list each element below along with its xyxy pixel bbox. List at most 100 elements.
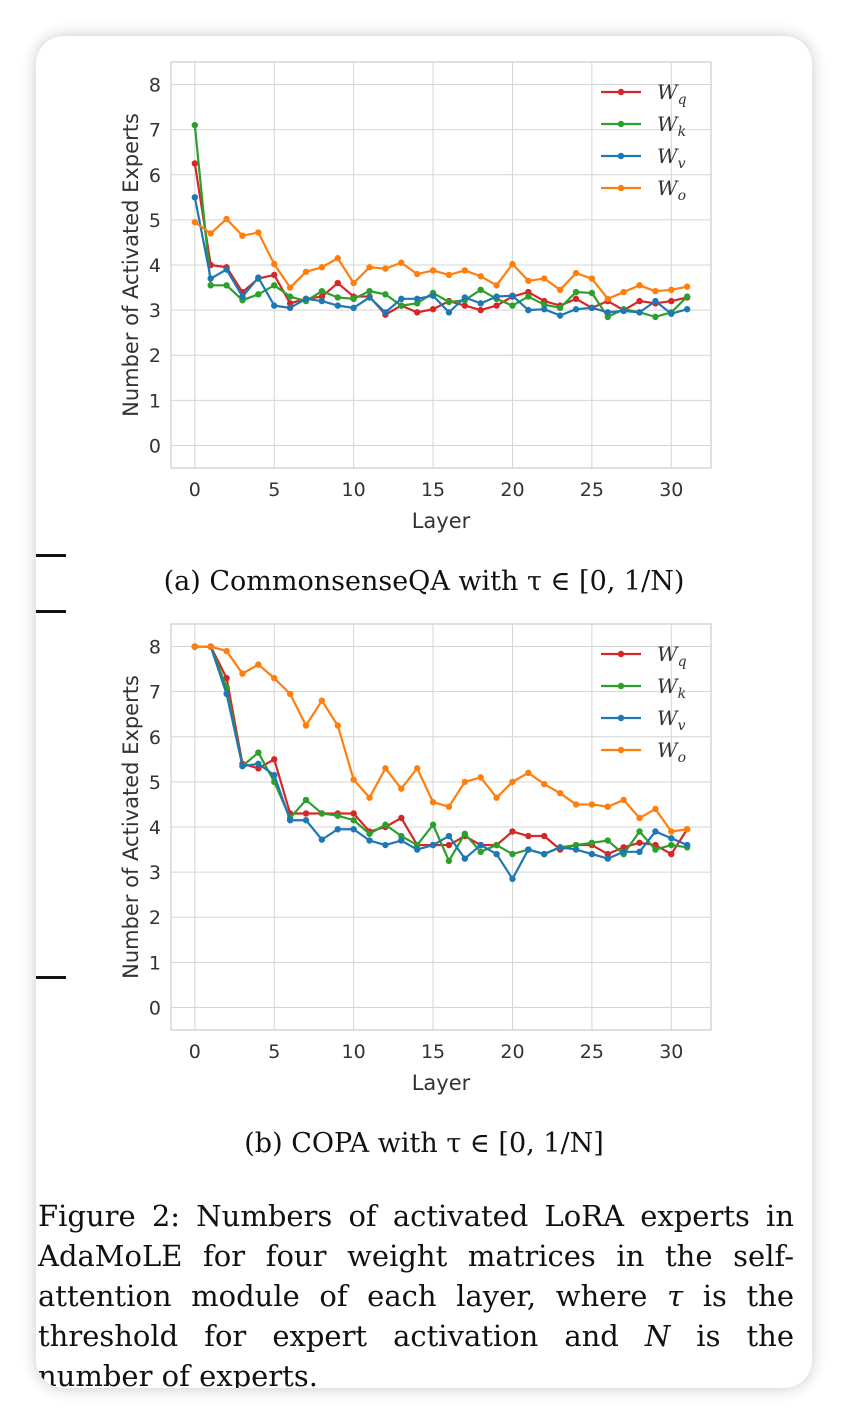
data-point-v xyxy=(207,275,214,282)
data-point-k xyxy=(525,293,532,300)
data-point-o xyxy=(572,801,580,808)
legend-label-subscript: o xyxy=(678,750,686,766)
data-point-v xyxy=(445,309,453,316)
data-point-o xyxy=(588,801,596,808)
data-point-k xyxy=(366,830,373,837)
data-point-q xyxy=(398,814,405,822)
data-point-o xyxy=(271,674,278,682)
legend-marker-k xyxy=(617,120,625,128)
data-point-v xyxy=(191,194,199,201)
legend-label-k: Wk xyxy=(657,674,686,702)
data-point-k xyxy=(318,287,326,295)
data-point-o xyxy=(525,769,532,777)
legend-label-v: Wv xyxy=(657,706,686,734)
x-tick-label: 10 xyxy=(342,479,366,501)
x-tick-label: 30 xyxy=(659,1041,683,1063)
data-point-q xyxy=(620,844,627,851)
data-point-v xyxy=(271,771,278,779)
data-point-o xyxy=(350,279,357,287)
y-tick-label: 6 xyxy=(149,165,161,187)
data-point-q xyxy=(668,297,675,305)
data-point-k xyxy=(572,288,580,296)
data-point-k xyxy=(398,832,405,840)
data-point-k xyxy=(318,810,326,817)
data-point-o xyxy=(477,774,484,781)
data-point-v xyxy=(350,826,357,833)
data-point-v xyxy=(620,307,627,315)
data-point-v xyxy=(668,835,675,842)
data-point-o xyxy=(302,268,310,275)
data-point-o xyxy=(556,286,564,294)
data-point-v xyxy=(334,302,341,309)
data-point-k xyxy=(445,298,453,306)
y-tick-label: 4 xyxy=(149,255,161,277)
data-point-q xyxy=(541,832,548,840)
x-tick-label: 25 xyxy=(580,479,604,501)
data-point-q xyxy=(572,295,580,303)
data-point-o xyxy=(255,661,262,668)
legend-label-v: Wv xyxy=(657,144,686,172)
data-point-o xyxy=(398,785,405,792)
data-point-k xyxy=(509,850,516,858)
data-point-q xyxy=(525,832,532,840)
data-point-o xyxy=(477,273,484,280)
data-point-v xyxy=(556,312,564,319)
data-point-k xyxy=(255,291,262,298)
cropped-table-rule xyxy=(36,976,66,979)
legend-label-q: Wq xyxy=(657,642,687,670)
x-axis-label: Layer xyxy=(412,1071,471,1095)
y-tick-label: 3 xyxy=(149,862,161,884)
data-point-o xyxy=(636,814,643,822)
data-point-v xyxy=(477,841,484,849)
data-point-v xyxy=(477,300,484,307)
data-point-v xyxy=(493,850,500,858)
data-point-o xyxy=(509,260,516,268)
data-point-q xyxy=(302,810,310,817)
x-tick-label: 15 xyxy=(421,479,445,501)
x-tick-label: 0 xyxy=(189,1041,201,1063)
x-axis-label: Layer xyxy=(412,509,471,533)
data-point-o xyxy=(604,803,611,810)
data-point-v xyxy=(652,828,659,835)
data-point-k xyxy=(191,121,199,129)
data-point-q xyxy=(493,302,500,309)
x-tick-label: 5 xyxy=(268,1041,280,1063)
legend-marker-v xyxy=(617,714,625,722)
data-point-v xyxy=(541,850,548,858)
data-point-o xyxy=(461,267,469,274)
data-point-o xyxy=(445,803,453,810)
data-point-k xyxy=(636,828,643,835)
series-line-o xyxy=(194,217,688,300)
data-point-q xyxy=(477,306,484,314)
y-tick-label: 3 xyxy=(149,300,161,322)
data-point-v xyxy=(620,848,627,856)
data-point-v xyxy=(334,826,341,833)
data-point-o xyxy=(191,643,199,650)
data-point-v xyxy=(556,844,564,851)
data-point-k xyxy=(668,841,675,849)
data-point-v xyxy=(588,850,596,858)
data-point-v xyxy=(525,306,532,314)
data-point-o xyxy=(541,780,548,788)
data-point-o xyxy=(572,269,580,277)
y-tick-label: 8 xyxy=(149,75,161,97)
y-tick-label: 0 xyxy=(149,997,161,1019)
data-point-k xyxy=(382,821,389,828)
data-point-k xyxy=(286,293,294,300)
figure-card: 0 5 10 15 20 25 30 0 1 2 3 4 5 6 7 8 Layer Number of Acti… xyxy=(36,36,812,1388)
data-point-v xyxy=(382,841,389,849)
data-point-o xyxy=(683,826,691,833)
data-point-o xyxy=(255,229,262,236)
data-point-o xyxy=(318,264,326,271)
data-point-v xyxy=(604,855,611,862)
y-tick-label: 7 xyxy=(149,682,161,704)
data-point-q xyxy=(429,306,437,313)
data-point-v xyxy=(461,855,469,862)
data-point-v xyxy=(636,309,643,316)
legend-label-subscript: o xyxy=(678,188,686,204)
data-point-o xyxy=(382,765,389,772)
legend-label-subscript: k xyxy=(678,686,686,702)
data-point-q xyxy=(191,160,199,167)
data-point-v xyxy=(509,875,516,883)
data-point-v xyxy=(541,306,548,313)
